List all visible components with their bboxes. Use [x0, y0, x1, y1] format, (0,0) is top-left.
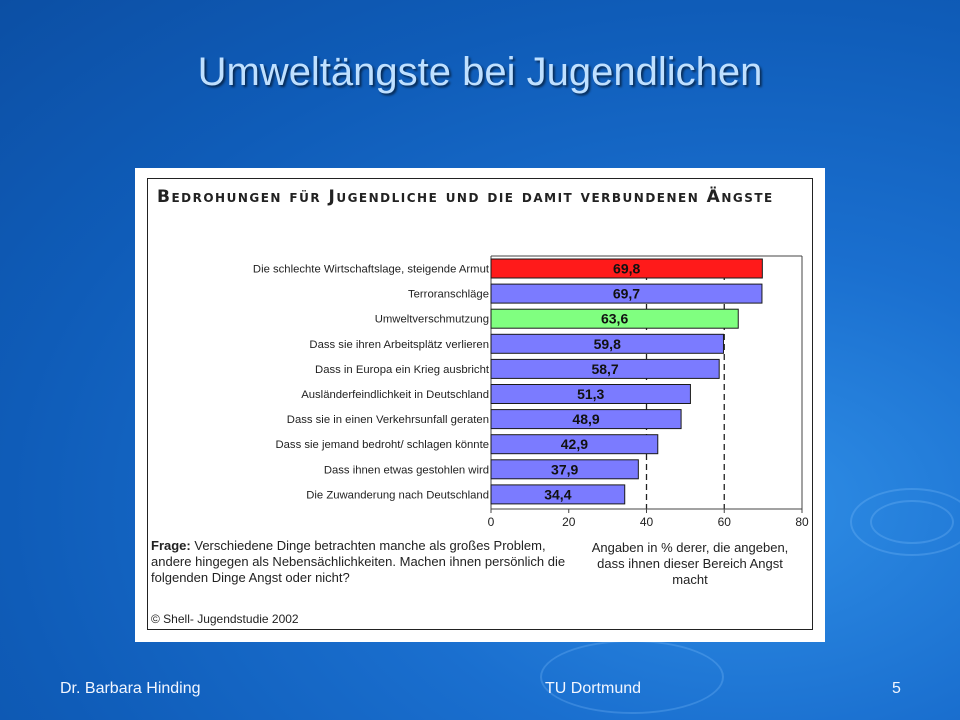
footer-author: Dr. Barbara Hinding	[60, 680, 201, 697]
bar	[490, 484, 626, 505]
data-label: 59,8	[594, 336, 621, 352]
chart-title: Bedrohungen für Jugendliche und die dami…	[157, 187, 774, 207]
category-label: Dass in Europa ein Krieg ausbricht	[315, 364, 490, 376]
footer-page-number: 5	[892, 680, 901, 697]
category-label: Terroranschläge	[408, 289, 489, 301]
category-label: Die Zuwanderung nach Deutschland	[306, 489, 489, 501]
bar	[490, 409, 682, 430]
ripple-decoration	[850, 488, 960, 556]
bar-chart: 69,8 Die schlechte Wirtschaftslage, steig…	[253, 255, 809, 529]
data-label: 42,9	[561, 436, 588, 452]
category-label: Dass sie jemand bedroht/ schlagen könnte	[275, 439, 489, 451]
data-label: 51,3	[577, 386, 604, 402]
ripple-decoration	[540, 640, 724, 714]
source-note: © Shell- Jugendstudie 2002	[151, 612, 299, 626]
data-label: 63,6	[601, 311, 628, 327]
question-text: Frage: Verschiedene Dinge betrachten man…	[151, 538, 571, 586]
bar	[490, 459, 639, 480]
data-label: 69,8	[613, 261, 640, 277]
chart-panel: Bedrohungen für Jugendliche und die dami…	[135, 168, 825, 642]
chart-frame	[147, 178, 813, 630]
bar	[490, 358, 720, 379]
data-label: 58,7	[591, 361, 618, 377]
category-label: Die schlechte Wirtschaftslage, steigende…	[253, 264, 490, 276]
data-label: 69,7	[613, 286, 640, 302]
data-label: 48,9	[572, 411, 599, 427]
category-label: Dass sie ihren Arbeitsplätz verlieren	[309, 339, 489, 351]
category-label: Dass ihnen etwas gestohlen wird	[324, 464, 489, 476]
footer-institution: TU Dortmund	[545, 680, 642, 697]
bar	[490, 283, 763, 304]
x-tick-label: 0	[488, 515, 495, 529]
bar	[490, 258, 763, 279]
category-label: Ausländerfeindlichkeit in Deutschland	[301, 389, 489, 401]
slide-title: Umweltängste bei Jugendlichen	[197, 50, 763, 94]
category-label: Umweltverschmutzung	[375, 314, 489, 326]
data-label: 34,4	[544, 486, 571, 502]
x-tick-label: 20	[562, 515, 576, 529]
x-tick-label: 60	[718, 515, 732, 529]
data-label: 37,9	[551, 461, 578, 477]
x-tick-label: 40	[640, 515, 654, 529]
question-label: Frage:	[151, 538, 191, 553]
unit-note: Angaben in % derer, die angeben, dass ih…	[591, 540, 789, 587]
bar	[490, 384, 691, 404]
bar	[490, 333, 724, 354]
question-body: Verschiedene Dinge betrachten manche als…	[151, 538, 566, 585]
x-tick-label: 80	[795, 515, 809, 529]
bar	[490, 434, 659, 455]
bar	[490, 308, 739, 329]
category-label: Dass sie in einen Verkehrsunfall geraten	[287, 414, 489, 426]
